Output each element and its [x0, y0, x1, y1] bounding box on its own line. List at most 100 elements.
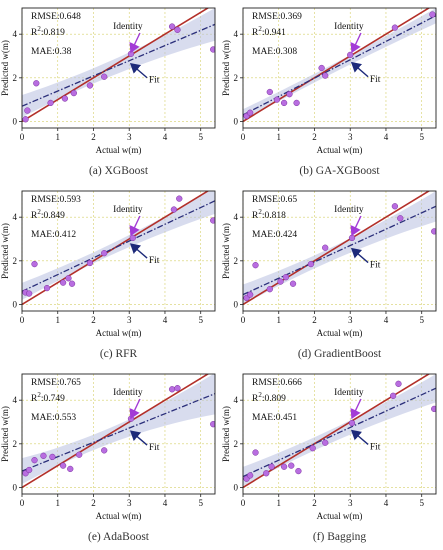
x-tick-label: 3 — [348, 315, 353, 325]
rmse-label: RMSE:0.593 — [31, 195, 81, 205]
chart-svg: 0 1 2 3 4 5 0 2 4 Actual w(m) Predicted w(m) RMSE:0… — [0, 373, 216, 521]
x-tick-label: 2 — [312, 498, 317, 508]
data-point — [397, 215, 404, 222]
identity-line — [22, 8, 210, 123]
r2-value: :0.849 — [41, 211, 65, 221]
data-point — [347, 51, 354, 59]
data-point — [282, 274, 290, 281]
x-tick-label: 0 — [20, 498, 25, 508]
identity-annotation: Identity — [334, 388, 364, 398]
plot-frame — [242, 190, 437, 312]
r2-letter: R — [31, 211, 38, 221]
y-axis-label: Predicted w(m) — [221, 40, 231, 96]
data-point — [86, 82, 94, 89]
chart-svg: 0 1 2 3 4 5 0 2 4 Actual w(m) Predicted w(m) RMSE:0… — [221, 373, 437, 521]
data-point — [395, 380, 402, 387]
y-tick-label: 2 — [13, 439, 18, 449]
y-axis-label: Predicted w(m) — [221, 223, 231, 279]
fit-line — [243, 205, 436, 296]
identity-arrow — [129, 32, 141, 54]
y-tick-label: 0 — [13, 482, 18, 492]
data-point — [391, 24, 399, 31]
chart-panel: 0 1 2 3 4 5 0 2 4 Actual w(m) Predicted w(m) RMSE:0… — [0, 183, 221, 366]
data-point — [22, 116, 29, 123]
data-point — [59, 279, 67, 286]
x-tick-label: 0 — [20, 132, 25, 142]
chart-panel: 0 1 2 3 4 5 0 2 4 Actual w(m) Predicted w(m) RMSE:0… — [221, 183, 442, 366]
data-point — [266, 88, 273, 96]
data-point — [31, 457, 38, 464]
identity-annotation: Identity — [334, 22, 364, 32]
y-tick-label: 2 — [234, 256, 239, 266]
identity-annotation: Identity — [113, 388, 143, 398]
r2-superscript: 2 — [258, 391, 262, 399]
fit-arrow — [129, 243, 148, 259]
r2-letter: R — [252, 211, 259, 221]
data-point — [280, 463, 288, 470]
x-tick-label: 5 — [419, 315, 424, 325]
fit-arrow — [350, 61, 369, 78]
x-axis-label: Actual w(m) — [317, 328, 363, 338]
data-point — [101, 447, 108, 454]
data-point — [246, 472, 254, 479]
plot-clip-group — [243, 8, 436, 123]
data-point — [429, 11, 436, 18]
data-point — [252, 449, 259, 456]
x-tick-label: 0 — [241, 132, 246, 142]
identity-annotation: Identity — [113, 205, 143, 215]
r2-value: :0.819 — [41, 28, 65, 38]
data-point — [348, 234, 356, 242]
fit-arrow — [350, 429, 369, 445]
data-point — [86, 259, 94, 267]
r2-label: R2:0.749 — [31, 391, 65, 404]
data-point — [170, 206, 178, 213]
fit-arrow — [129, 63, 148, 79]
data-point — [322, 72, 329, 79]
data-point — [322, 439, 329, 446]
data-point — [174, 26, 181, 33]
confidence-band — [243, 191, 436, 305]
mae-label: MAE:0.424 — [252, 230, 297, 240]
identity-annotation: Identity — [334, 205, 364, 215]
x-tick-label: 1 — [276, 498, 281, 508]
x-tick-label: 2 — [91, 132, 96, 142]
rmse-label: RMSE:0.648 — [31, 12, 81, 22]
r2-superscript: 2 — [37, 391, 41, 399]
data-point — [348, 419, 356, 427]
identity-line — [243, 374, 431, 489]
x-tick-label: 1 — [55, 315, 60, 325]
fit-annotation: Fit — [149, 76, 160, 86]
data-point — [101, 73, 108, 80]
identity-arrow — [129, 398, 141, 420]
r2-superscript: 2 — [258, 208, 262, 216]
r2-letter: R — [31, 394, 38, 404]
data-point — [210, 46, 215, 53]
fit-annotation: Fit — [149, 443, 160, 453]
y-tick-label: 4 — [234, 212, 239, 222]
y-tick-label: 0 — [234, 482, 239, 492]
y-tick-label: 4 — [234, 395, 239, 405]
identity-line — [243, 191, 431, 306]
x-tick-label: 5 — [198, 132, 203, 142]
data-point — [43, 284, 51, 292]
x-tick-label: 5 — [198, 498, 203, 508]
r2-superscript: 2 — [258, 25, 262, 33]
panel-caption: (d) GradientBoost — [297, 348, 382, 360]
data-point — [49, 453, 56, 461]
data-point — [210, 421, 215, 428]
x-tick-label: 5 — [198, 315, 203, 325]
chart-panel: 0 1 2 3 4 5 0 2 4 Actual w(m) Predicted w(m) RMSE:0… — [221, 366, 442, 549]
data-point — [176, 195, 183, 202]
plot-clip-group — [22, 8, 215, 123]
data-point — [76, 451, 83, 458]
data-point — [168, 23, 176, 30]
r2-superscript: 2 — [37, 25, 41, 33]
rmse-label: RMSE:0.765 — [31, 378, 81, 388]
identity-arrow — [350, 215, 362, 237]
x-tick-label: 0 — [241, 498, 246, 508]
r2-value: :0.818 — [262, 211, 286, 221]
y-tick-label: 4 — [13, 395, 18, 405]
plot-clip-group — [243, 191, 436, 306]
data-point — [61, 95, 69, 102]
data-point — [277, 278, 284, 285]
